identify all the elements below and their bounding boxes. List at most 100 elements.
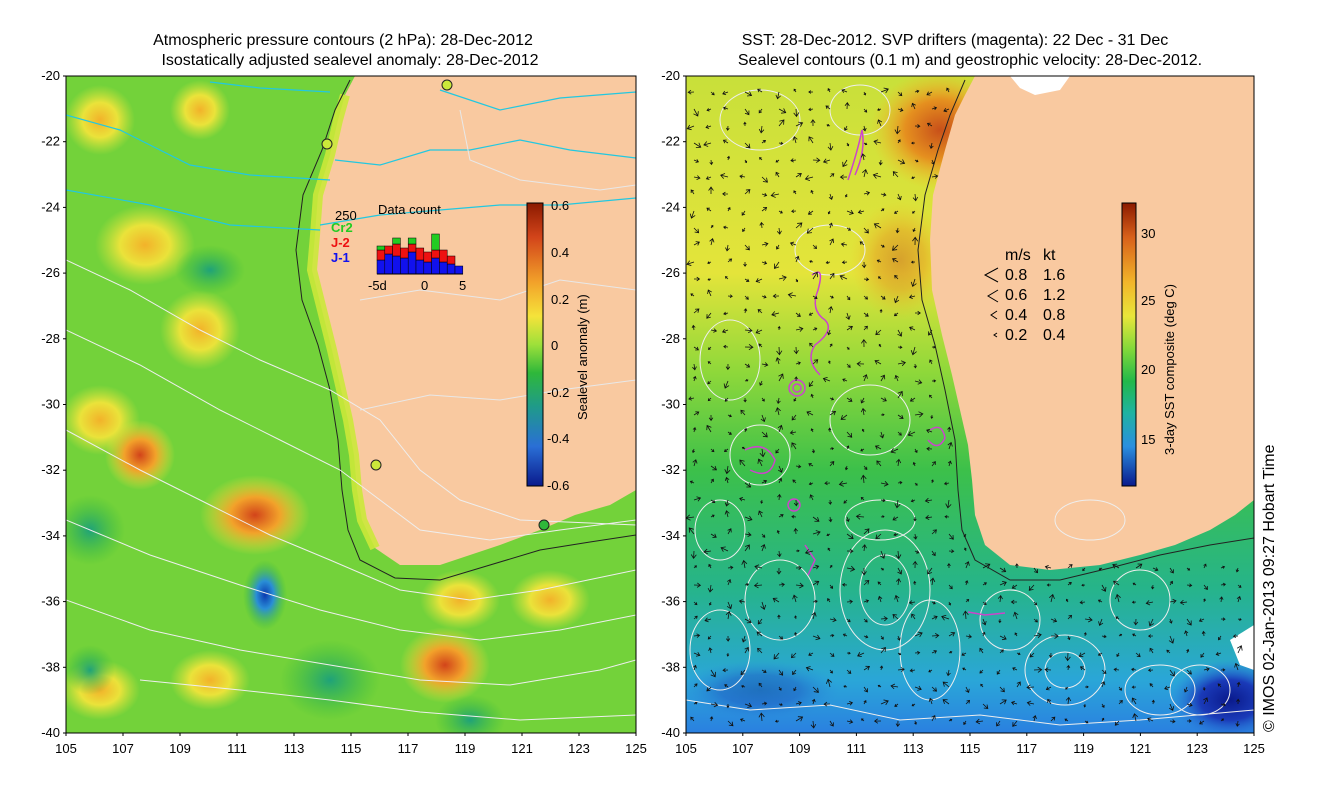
velocity-arrow-106: [689, 210, 696, 219]
lon-label-R-4: 113: [903, 741, 924, 756]
velocity-arrow-95: [744, 189, 751, 195]
lat-label-R-4: -28: [661, 331, 680, 346]
velocity-arrow-611: [1064, 652, 1071, 662]
velocity-arrow-739: [996, 720, 1001, 727]
velocity-arrow-130: [863, 227, 869, 234]
velocity-arrow-521: [1219, 596, 1224, 603]
velocity-arrow-299: [777, 424, 783, 433]
velocity-arrow-703: [942, 699, 950, 705]
velocity-arrow-213: [846, 325, 853, 331]
velocity-arrow-86: [839, 174, 848, 180]
velocity-arrow-608: [1016, 652, 1021, 656]
velocity-arrow-53: [792, 136, 798, 144]
velocity-arrow-285: [791, 414, 797, 421]
velocity-arrow-625: [740, 669, 746, 676]
velocity-legend: m/s kt 0.8 1.6 0.6 1.2 0.4 0.8 0.2 0.4: [983, 247, 1065, 344]
lat-label-L-5: -30: [41, 397, 60, 412]
velocity-arrow-197: [808, 312, 814, 316]
dc-axis-neg5: -5d: [368, 278, 387, 293]
velocity-arrow-22: [793, 108, 800, 118]
velocity-arrow-103: [880, 192, 887, 197]
velocity-arrow-565: [842, 633, 848, 637]
velocity-arrow-21: [778, 108, 787, 114]
velocity-arrow-335: [844, 465, 849, 471]
velocity-arrow-409: [720, 546, 729, 552]
velocity-arrow-506: [965, 599, 970, 603]
velocity-arrow-433: [846, 565, 856, 572]
velocity-arrow-636: [928, 669, 933, 673]
velocity-arrow-111: [778, 210, 783, 214]
velocity-arrow-660: [778, 686, 782, 691]
velocity-arrow-452: [1169, 567, 1174, 574]
velocity-arrow-77: [693, 175, 701, 180]
velocity-arrow-672: [980, 683, 984, 688]
velocity-arrow-141: [812, 244, 818, 249]
velocity-arrow-392: [727, 528, 732, 535]
velocity-arrow-338: [895, 458, 902, 467]
velocity-arrow-276: [897, 390, 903, 399]
velocity-arrow-159: [876, 259, 882, 263]
velocity-arrow-633: [879, 665, 884, 671]
velocity-arrow-127: [806, 227, 814, 234]
velocity-arrow-504: [931, 601, 936, 605]
velocity-arrow-670: [942, 681, 950, 688]
velocity-arrow-384: [855, 513, 865, 520]
velocity-arrow-457: [693, 582, 702, 588]
lon-label-L-10: 125: [625, 741, 647, 756]
velocity-arrow-590: [708, 647, 713, 654]
right-colorbar: 30 25 20 15 3-day SST composite (deg C): [1121, 202, 1177, 487]
right-colorbar-label: 3-day SST composite (deg C): [1162, 284, 1177, 455]
velocity-arrow-709: [1047, 698, 1052, 705]
velocity-arrow-596: [808, 652, 814, 656]
velocity-arrow-255: [794, 376, 798, 382]
velocity-arrow-211: [812, 327, 818, 331]
velocity-arrow-102: [863, 191, 871, 196]
velocity-arrow-100: [828, 193, 834, 201]
velocity-arrow-328: [724, 465, 731, 475]
velocity-arrow-185: [846, 295, 851, 301]
velocity-arrow-532: [846, 618, 851, 623]
velocity-arrow-357: [943, 481, 950, 486]
velocity-arrow-714: [1131, 697, 1137, 705]
velocity-arrow-734: [914, 720, 918, 725]
velocity-arrow-81: [761, 176, 768, 183]
lon-label-R-10: 125: [1243, 741, 1265, 756]
velocity-arrow-28: [897, 107, 904, 112]
velocity-arrow-9: [841, 88, 848, 93]
velocity-arrow-293: [930, 414, 934, 419]
velocity-arrow-219: [693, 346, 699, 351]
velocity-arrow-489: [1237, 584, 1242, 588]
lon-label-R-7: 119: [1073, 741, 1094, 756]
velocity-arrow-190: [693, 308, 700, 314]
velocity-arrow-311: [710, 448, 715, 453]
velocity-arrow-583: [1147, 634, 1154, 638]
velocity-arrow-673: [999, 686, 1005, 693]
velocity-arrow-168: [795, 278, 799, 283]
velocity-arrow-298: [761, 431, 768, 438]
velocity-arrow-227: [829, 343, 833, 348]
velocity-arrow-228: [846, 346, 850, 350]
velocity-arrow-500: [863, 599, 870, 604]
velocity-arrow-749: [1169, 719, 1176, 724]
velocity-arrow-464: [812, 580, 820, 586]
velocity-arrow-120: [693, 227, 700, 234]
velocity-arrow-624: [722, 668, 729, 673]
velocity-arrow-383: [846, 516, 850, 523]
velocity-arrow-678: [1084, 685, 1089, 689]
velocity-arrow-55: [827, 142, 834, 151]
velocity-arrow-96: [761, 192, 768, 197]
lon-label-R-5: 115: [960, 741, 981, 756]
lon-label-L-0: 105: [55, 741, 77, 756]
velocity-arrow-740: [1012, 720, 1018, 727]
velocity-arrow-156: [825, 260, 831, 265]
velocity-arrow-63: [709, 159, 714, 166]
velocity-arrow-736: [948, 718, 953, 722]
lon-label-R-1: 107: [732, 741, 754, 756]
velocity-arrow-588: [1232, 634, 1239, 639]
velocity-arrow-634: [897, 667, 905, 673]
lat-label-R-3: -26: [661, 265, 680, 280]
velocity-arrow-49: [722, 139, 729, 144]
vel-header-kt: kt: [1043, 247, 1056, 264]
velocity-arrow-275: [880, 397, 887, 402]
velocity-arrow-566: [863, 635, 869, 639]
